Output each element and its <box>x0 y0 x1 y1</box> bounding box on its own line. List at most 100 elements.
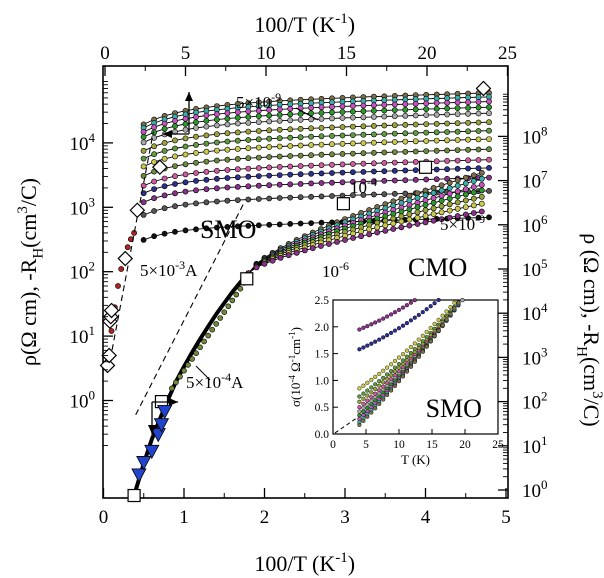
cmo-data-point <box>301 247 308 254</box>
smo-data-point <box>433 166 440 173</box>
smo-data-point <box>486 187 492 194</box>
inset-data-point <box>392 358 398 364</box>
y-left-tick-label: 102 <box>70 259 96 284</box>
inset-data-point <box>408 300 413 305</box>
smo-data-point <box>203 186 210 193</box>
cmo-data-point <box>454 213 461 219</box>
smo-data-point <box>444 111 450 118</box>
smo-data-point <box>433 105 440 112</box>
smo-data-point <box>193 114 199 120</box>
cmo-data-point <box>309 245 316 252</box>
text-part: ) <box>288 327 303 331</box>
tick-exponent: 0 <box>89 388 96 403</box>
inset-data-point <box>385 333 390 338</box>
tick-exponent: 0 <box>541 477 548 492</box>
smo-data-point <box>308 170 314 177</box>
smo-data-point <box>454 165 461 172</box>
smo-data-point <box>161 205 168 212</box>
smo-data-point <box>234 109 241 116</box>
tick-mantissa: 10 <box>522 437 541 458</box>
smo-series-line <box>143 96 490 129</box>
smo-data-point <box>391 149 398 155</box>
smo-data-point <box>297 194 304 201</box>
inset-y-tick-label: 1.5 <box>315 349 330 361</box>
smo-data-point <box>318 133 325 140</box>
cmo-ramp-point <box>193 350 199 357</box>
tick-exponent: 6 <box>541 212 548 227</box>
smo-data-point <box>381 168 388 175</box>
smo-data-point <box>381 159 388 166</box>
smo-data-point <box>329 170 335 176</box>
cmo-data-point <box>462 204 469 210</box>
inset-y-tick-label: 2.0 <box>315 322 330 334</box>
smo-data-point <box>276 117 283 124</box>
inset-data-point <box>392 365 398 370</box>
smo-data-point <box>172 173 178 180</box>
smo-data-point <box>486 146 492 153</box>
smo-data-point <box>391 139 398 145</box>
y-right-tick-label: 103 <box>522 344 548 369</box>
smo-data-point <box>245 222 252 229</box>
inset-data-point <box>373 387 378 392</box>
smo-data-point <box>329 115 335 122</box>
cmo-data-point <box>398 224 405 231</box>
x-bottom-tick-label: 1 <box>179 507 189 528</box>
smo-data-point <box>287 143 294 149</box>
smo-data-point <box>339 150 346 157</box>
smo-data-point <box>276 181 283 188</box>
inset-data-point <box>396 365 402 370</box>
smo-data-point <box>486 110 492 117</box>
smo-data-point <box>297 152 304 159</box>
smo-data-point <box>486 174 492 181</box>
smo-data-point <box>412 121 419 128</box>
smo-data-point <box>360 150 367 157</box>
smo-data-point <box>297 116 304 123</box>
smo-data-point <box>213 167 220 174</box>
cmo-data-point <box>350 235 356 241</box>
inset-data-point <box>369 390 374 395</box>
smo-data-point <box>475 157 482 163</box>
smo-data-point <box>224 223 231 230</box>
smo-diamond-marker <box>101 347 117 364</box>
smo-data-point <box>203 158 210 165</box>
inset-data-point <box>365 380 370 385</box>
cmo-data-point <box>414 209 421 216</box>
smo-data-point <box>318 162 325 169</box>
cmo-data-point <box>454 182 461 189</box>
smo-data-point <box>370 160 377 167</box>
smo-data-point <box>245 173 252 180</box>
smo-data-point <box>182 161 189 168</box>
cmo-ramp-point <box>221 309 228 316</box>
smo-data-point <box>475 136 482 143</box>
inset-data-point <box>444 309 449 314</box>
smo-data-point <box>213 116 220 123</box>
inset-data-point <box>400 305 406 310</box>
label-mantissa: 5×10 <box>236 93 271 112</box>
smo-data-point <box>140 128 147 135</box>
cmo-ramp-point <box>189 356 195 362</box>
smo-data-point <box>234 197 241 203</box>
smo-data-point <box>193 159 199 166</box>
smo-data-point <box>329 179 335 186</box>
cmo-data-point <box>470 184 477 190</box>
x-bottom-tick-label: 3 <box>340 507 350 528</box>
smo-data-point <box>255 196 262 202</box>
smo-data-point <box>370 191 377 198</box>
smo-data-point <box>245 196 252 203</box>
tick-exponent: 2 <box>541 389 548 404</box>
x-top-tick-label: 5 <box>181 43 191 64</box>
inset-data-point <box>357 386 362 391</box>
smo-ramp-point <box>108 328 115 334</box>
cmo-ramp-point <box>173 379 179 386</box>
cmo-data-point <box>470 178 477 184</box>
smo-data-point <box>234 183 241 190</box>
smo-series-line <box>143 138 490 167</box>
inset-x-tick-label: 25 <box>492 439 504 451</box>
smo-data-point <box>329 161 335 168</box>
inset-data-point <box>373 406 378 411</box>
smo-data-point <box>151 178 157 185</box>
smo-data-point <box>245 155 252 162</box>
inset-data-point <box>400 374 406 379</box>
tick-exponent: 4 <box>89 130 96 145</box>
